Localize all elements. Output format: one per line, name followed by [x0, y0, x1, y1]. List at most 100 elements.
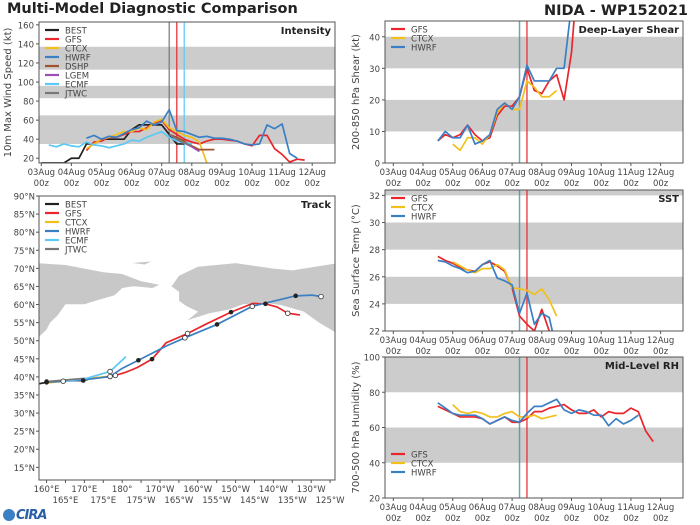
x-tick-label-hour: 00z — [124, 179, 140, 189]
y-tick-label: 60 — [369, 424, 380, 434]
legend-label-best: BEST — [65, 27, 88, 37]
x-tick-label-hour: 00z — [594, 179, 610, 189]
chart-intensity: 2040608010012014016003Aug00z04Aug00z05Au… — [3, 21, 336, 189]
map-area — [39, 260, 335, 385]
storm-title: NIDA - WP152021 — [543, 3, 688, 19]
lat-tick-label: 45°N — [14, 355, 35, 365]
x-tick-label-hour: 00z — [415, 179, 431, 189]
x-tick-label-date: 04Aug — [409, 336, 436, 346]
x-tick-label-date: 05Aug — [439, 168, 466, 178]
x-tick-label-hour: 00z — [415, 347, 431, 357]
series-line-best — [41, 124, 185, 163]
lat-tick-label: 15°N — [14, 464, 35, 474]
y-tick-label: 30 — [369, 65, 380, 75]
chart-rh: 2040608010003Aug00z04Aug00z05Aug00z06Aug… — [351, 354, 684, 524]
series-line-hwrf — [437, 259, 554, 331]
lat-tick-label: 50°N — [14, 337, 35, 347]
panel-title: SST — [658, 194, 679, 205]
x-tick-label-date: 03Aug — [380, 503, 407, 513]
x-tick-label-hour: 00z — [623, 179, 639, 189]
track-marker-open — [107, 368, 113, 375]
x-tick-label-hour: 00z — [594, 347, 610, 357]
plot-frame — [384, 189, 684, 332]
legend-label-jtwc: JTWC — [64, 246, 87, 256]
y-tick-label: 40 — [369, 459, 380, 469]
track-marker-open — [184, 330, 191, 337]
x-tick-label-hour: 00z — [475, 514, 491, 524]
x-tick-label-date: 08Aug — [528, 503, 555, 513]
plot-frame — [38, 21, 336, 164]
legend-label-hwrf: HWRF — [65, 228, 91, 238]
x-tick-label-hour: 00z — [214, 179, 230, 189]
x-tick-label-date: 06Aug — [469, 336, 496, 346]
lon-tick-label: 145°W — [240, 496, 269, 506]
legend-label-hwrf: HWRF — [65, 54, 91, 64]
lon-tick-label: 170°W — [146, 485, 175, 495]
shaded-band — [385, 427, 683, 463]
lon-tick-label: 130°W — [297, 485, 326, 495]
legend-label-best: BEST — [65, 201, 88, 211]
track-marker-open — [182, 335, 188, 341]
lat-tick-label: 80°N — [14, 229, 35, 239]
x-tick-label-date: 07Aug — [148, 168, 175, 178]
y-axis-label: 700-500 hPa Humidity (%) — [351, 361, 362, 493]
y-tick-label: 120 — [18, 59, 34, 69]
x-tick-label-hour: 00z — [504, 514, 520, 524]
x-tick-label-date: 04Aug — [409, 503, 436, 513]
series-line-ecmf — [48, 130, 192, 149]
lat-tick-label: 65°N — [14, 283, 35, 293]
shaded-band — [39, 85, 335, 99]
plot-area — [385, 357, 683, 498]
x-tick-label-hour: 00z — [504, 179, 520, 189]
chart-track: 15°N 20°N 25°N 30°N 35°N 40°N 45°N 50°N 55°N 60°N… — [14, 193, 346, 507]
lon-tick-label: 160°W — [183, 485, 212, 495]
shaded-band — [385, 99, 683, 132]
x-tick-label-hour: 00z — [445, 347, 461, 357]
x-tick-label-hour: 00z — [305, 179, 321, 189]
x-tick-label-date: 06Aug — [118, 168, 145, 178]
x-tick-label-date: 09Aug — [208, 168, 235, 178]
legend-label-hwrf: HWRF — [411, 469, 437, 479]
legend-label-gfs: GFS — [65, 210, 82, 220]
x-tick-label-date: 11Aug — [617, 336, 644, 346]
shaded-band — [385, 36, 683, 69]
y-axis-label: 200-850 hPa Shear (kt) — [351, 34, 362, 150]
legend-label-ctcx: CTCX — [411, 204, 434, 214]
lon-tick-label: 165°W — [164, 496, 193, 506]
x-tick-label-date: 12Aug — [298, 168, 325, 178]
legend-label-lgem: LGEM — [65, 72, 89, 82]
lon-tick-label: 160°E — [34, 485, 60, 495]
x-tick-label-date: 06Aug — [469, 503, 496, 513]
x-tick-label-hour: 00z — [594, 514, 610, 524]
legend-label-jtwc: JTWC — [64, 90, 87, 100]
track-marker-filled — [136, 357, 141, 363]
y-axis-label: Sea Surface Temp (°C) — [351, 204, 362, 317]
x-tick-label-hour: 00z — [653, 347, 669, 357]
lat-tick-label: 40°N — [14, 373, 35, 383]
y-tick-label: 100 — [18, 79, 34, 89]
x-tick-label-date: 12Aug — [647, 503, 674, 513]
y-tick-label: 80 — [23, 98, 34, 108]
chart-sst: 22242628303203Aug00z04Aug00z05Aug00z06Au… — [351, 189, 684, 357]
series-line-gfs — [437, 255, 551, 331]
x-tick-label-date: 09Aug — [558, 336, 585, 346]
plot-frame — [384, 20, 684, 164]
y-axis-label: 10m Max Wind Speed (kt) — [3, 27, 14, 157]
lat-tick-label: 90°N — [14, 193, 35, 203]
x-tick-label-date: 08Aug — [178, 168, 205, 178]
x-tick-label-hour: 00z — [64, 179, 80, 189]
shaded-band — [385, 222, 683, 250]
series-line-hwrf — [437, 398, 639, 427]
x-tick-label-date: 09Aug — [558, 168, 585, 178]
x-tick-label-date: 11Aug — [268, 168, 295, 178]
y-tick-label: 28 — [369, 246, 380, 256]
x-tick-label-hour: 00z — [274, 179, 290, 189]
lon-tick-label: 175°W — [127, 496, 156, 506]
lon-tick-label: 180° — [112, 485, 132, 495]
x-tick-label-hour: 00z — [623, 347, 639, 357]
x-tick-label-date: 06Aug — [469, 168, 496, 178]
lat-tick-label: 85°N — [14, 211, 35, 221]
